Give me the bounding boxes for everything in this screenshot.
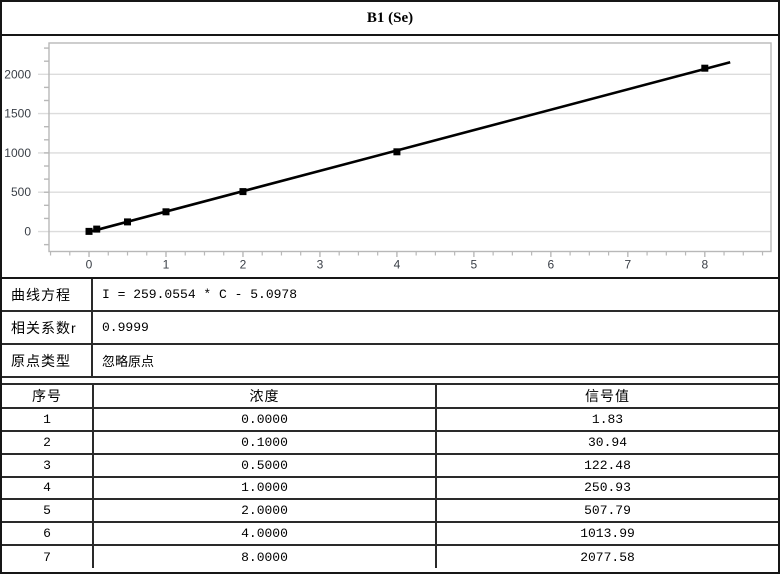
data-point-marker (393, 148, 401, 156)
column-header-index: 序号 (2, 383, 94, 409)
x-tick-label: 4 (394, 258, 401, 272)
title-bar: B1 (Se) (2, 2, 778, 36)
data-point-marker (85, 227, 93, 235)
equation-label: 曲线方程 (2, 279, 93, 310)
index-cell: 4 (2, 475, 94, 501)
signal-cell: 122.48 (435, 452, 778, 478)
concentration-cell: 1.0000 (92, 475, 437, 501)
data-point-marker (239, 188, 247, 196)
fit-line (88, 61, 731, 234)
signal-cell: 250.93 (435, 475, 778, 501)
x-tick-label: 3 (317, 258, 324, 272)
x-tick-label: 6 (548, 258, 555, 272)
y-tick-label: 0 (24, 225, 31, 239)
signal-cell: 30.94 (435, 429, 778, 455)
concentration-cell: 0.0000 (92, 407, 437, 432)
signal-cell: 2077.58 (435, 544, 778, 568)
x-tick-label: 2 (240, 258, 247, 272)
index-cell: 3 (2, 452, 94, 478)
chart-section: 0 1 2 3 4 5 6 7 8 0 500 1000 1500 2000 (2, 36, 778, 279)
y-tick-label: 1000 (4, 146, 31, 160)
y-tick-label: 1500 (4, 107, 31, 121)
table-row: 5 2.0000 507.79 (2, 498, 778, 524)
origin-type-row: 原点类型 忽略原点 (2, 345, 778, 378)
data-point-marker (701, 64, 709, 72)
concentration-cell: 2.0000 (92, 498, 437, 524)
table-row: 6 4.0000 1013.99 (2, 521, 778, 547)
info-section: 曲线方程 I = 259.0554 * C - 5.0978 相关系数r 0.9… (2, 279, 778, 378)
calibration-chart: 0 1 2 3 4 5 6 7 8 0 500 1000 1500 2000 (4, 42, 772, 272)
page-title: B1 (Se) (366, 9, 414, 26)
index-cell: 1 (2, 407, 94, 432)
x-tick-label: 5 (471, 258, 478, 272)
calibration-points-table: 序号 浓度 信号值 1 0.0000 1.83 2 0.1000 30.94 3… (2, 383, 778, 568)
concentration-cell: 0.5000 (92, 452, 437, 478)
table-row: 1 0.0000 1.83 (2, 407, 778, 432)
x-tick-label: 8 (701, 258, 708, 272)
correlation-value: 0.9999 (102, 320, 149, 335)
correlation-label: 相关系数r (2, 312, 93, 343)
origin-type-value: 忽略原点 (102, 355, 155, 370)
equation-value: I = 259.0554 * C - 5.0978 (102, 287, 298, 302)
y-tick-label: 500 (11, 185, 31, 199)
section-gap (2, 378, 778, 383)
index-cell: 7 (2, 544, 94, 568)
x-tick-label: 7 (624, 258, 631, 272)
y-tick-label: 2000 (4, 67, 31, 81)
concentration-cell: 4.0000 (92, 521, 437, 547)
column-header-signal: 信号值 (435, 383, 778, 409)
table-row: 7 8.0000 2077.58 (2, 544, 778, 568)
correlation-row: 相关系数r 0.9999 (2, 312, 778, 345)
concentration-cell: 0.1000 (92, 429, 437, 455)
concentration-cell: 8.0000 (92, 544, 437, 568)
signal-cell: 507.79 (435, 498, 778, 524)
equation-row: 曲线方程 I = 259.0554 * C - 5.0978 (2, 279, 778, 312)
plot-frame (48, 42, 772, 253)
table-row: 4 1.0000 250.93 (2, 475, 778, 501)
index-cell: 5 (2, 498, 94, 524)
table-row: 3 0.5000 122.48 (2, 452, 778, 478)
data-point-marker (93, 225, 101, 233)
index-cell: 6 (2, 521, 94, 547)
table-header-row: 序号 浓度 信号值 (2, 383, 778, 409)
data-point-marker (124, 218, 132, 226)
signal-cell: 1.83 (435, 407, 778, 432)
signal-cell: 1013.99 (435, 521, 778, 547)
data-point-marker (162, 208, 170, 216)
column-header-concentration: 浓度 (92, 383, 437, 409)
origin-type-label: 原点类型 (2, 345, 93, 376)
index-cell: 2 (2, 429, 94, 455)
table-row: 2 0.1000 30.94 (2, 429, 778, 455)
x-tick-label: 0 (86, 258, 93, 272)
x-tick-label: 1 (163, 258, 170, 272)
